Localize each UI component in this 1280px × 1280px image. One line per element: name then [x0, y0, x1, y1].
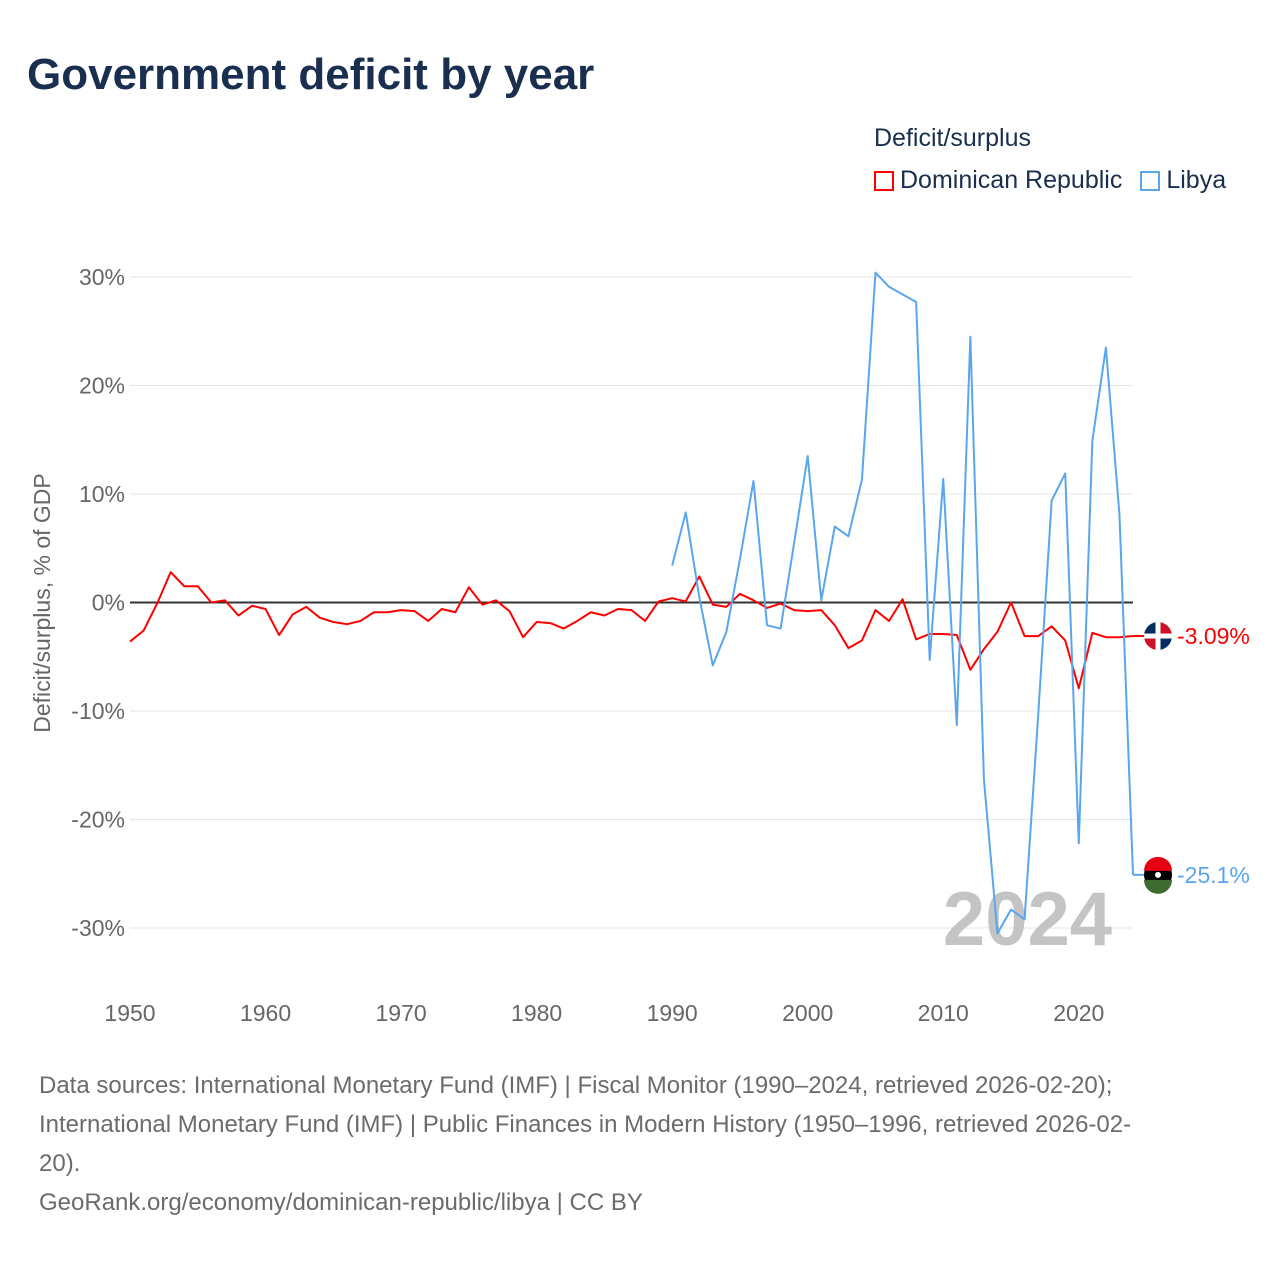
x-tick-label: 1950 [104, 1000, 155, 1026]
source-link[interactable]: GeoRank.org/economy/dominican-republic/l… [39, 1189, 643, 1216]
dominican-flag-blue [1158, 636, 1172, 651]
libya-flag-crescent [1155, 871, 1161, 878]
legend-item-dominican-republic[interactable]: Dominican Republic [874, 166, 1122, 195]
legend-title: Deficit/surplus [874, 124, 1031, 152]
x-tick-label: 2020 [1053, 1000, 1104, 1026]
libya-flag-green [1144, 879, 1172, 894]
end-value-label: -25.1% [1177, 862, 1250, 888]
y-tick-label: 20% [79, 373, 125, 399]
y-tick-label: 10% [79, 481, 125, 507]
legend-label: Libya [1166, 166, 1227, 194]
y-tick-label: -10% [71, 698, 125, 724]
x-tick-label: 1980 [511, 1000, 562, 1026]
dominican-flag-cross [1155, 622, 1161, 651]
dominican-flag-red [1158, 622, 1172, 637]
libya-flag-red [1144, 856, 1172, 871]
legend: Dominican Republic Libya [874, 166, 1226, 195]
x-tick-label: 1990 [647, 1000, 698, 1026]
chart-title: Government deficit by year [27, 50, 595, 99]
sources: Data sources: International Monetary Fun… [39, 1066, 1239, 1222]
series-line-dominican-republic [129, 571, 1134, 690]
legend-label: Dominican Republic [900, 166, 1123, 194]
y-tick-label: 0% [92, 590, 125, 616]
y-tick-label: 30% [79, 264, 125, 290]
x-tick-label: 1960 [240, 1000, 291, 1026]
legend-item-libya[interactable]: Libya [1140, 166, 1226, 195]
series-line-libya [671, 271, 1134, 935]
end-value-label: -3.09% [1177, 623, 1250, 649]
dominican-flag-blue [1144, 622, 1158, 637]
source-line: Data sources: International Monetary Fun… [39, 1072, 1113, 1099]
x-tick-label: 2010 [918, 1000, 969, 1026]
y-axis-label: Deficit/surplus, % of GDP [29, 473, 55, 732]
dominican-flag-red [1144, 636, 1158, 651]
legend-swatch-libya [1140, 170, 1161, 191]
x-tick-label: 1970 [375, 1000, 426, 1026]
y-tick-label: -20% [71, 807, 125, 833]
x-tick-label: 2000 [782, 1000, 833, 1026]
y-tick-label: -30% [71, 915, 125, 941]
source-line: 20). [39, 1150, 81, 1177]
source-line: International Monetary Fund (IMF) | Publ… [39, 1111, 1132, 1138]
legend-swatch-dominican-republic [874, 170, 894, 191]
year-watermark: 2024 [943, 877, 1112, 962]
